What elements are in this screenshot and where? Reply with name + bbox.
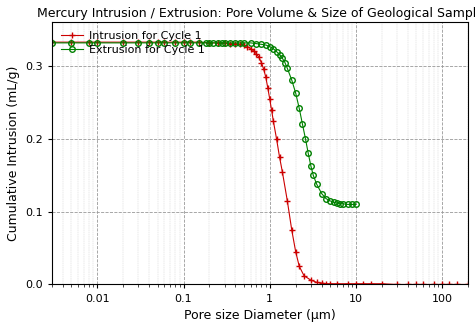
Intrusion for Cycle 1: [319, 281, 324, 285]
Intrusion for Cycle 1: [465, 283, 471, 287]
Extrusion for Cycle 1: [248, 41, 254, 45]
Intrusion for Cycle 1: [196, 40, 201, 44]
Intrusion for Cycle 1: [301, 274, 307, 278]
X-axis label: Pore size Diameter (μm): Pore size Diameter (μm): [184, 309, 336, 322]
Y-axis label: Cumulative Intrusion (mL/g): Cumulative Intrusion (mL/g): [7, 66, 20, 241]
Extrusion for Cycle 1: [136, 41, 142, 45]
Legend: Intrusion for Cycle 1, Extrusion for Cycle 1: Intrusion for Cycle 1, Extrusion for Cyc…: [58, 28, 208, 58]
Intrusion for Cycle 1: [251, 49, 256, 53]
Extrusion for Cycle 1: [222, 41, 228, 45]
Extrusion for Cycle 1: [49, 41, 55, 45]
Extrusion for Cycle 1: [303, 137, 308, 141]
Extrusion for Cycle 1: [237, 41, 243, 45]
Extrusion for Cycle 1: [353, 202, 359, 206]
Line: Extrusion for Cycle 1: Extrusion for Cycle 1: [49, 40, 359, 207]
Extrusion for Cycle 1: [233, 41, 238, 45]
Title: Mercury Intrusion / Extrusion: Pore Volume & Size of Geological Sample: Mercury Intrusion / Extrusion: Pore Volu…: [37, 7, 475, 20]
Intrusion for Cycle 1: [308, 278, 314, 282]
Intrusion for Cycle 1: [49, 40, 55, 44]
Extrusion for Cycle 1: [188, 41, 193, 45]
Intrusion for Cycle 1: [327, 282, 333, 286]
Intrusion for Cycle 1: [368, 282, 374, 286]
Line: Intrusion for Cycle 1: Intrusion for Cycle 1: [49, 39, 471, 287]
